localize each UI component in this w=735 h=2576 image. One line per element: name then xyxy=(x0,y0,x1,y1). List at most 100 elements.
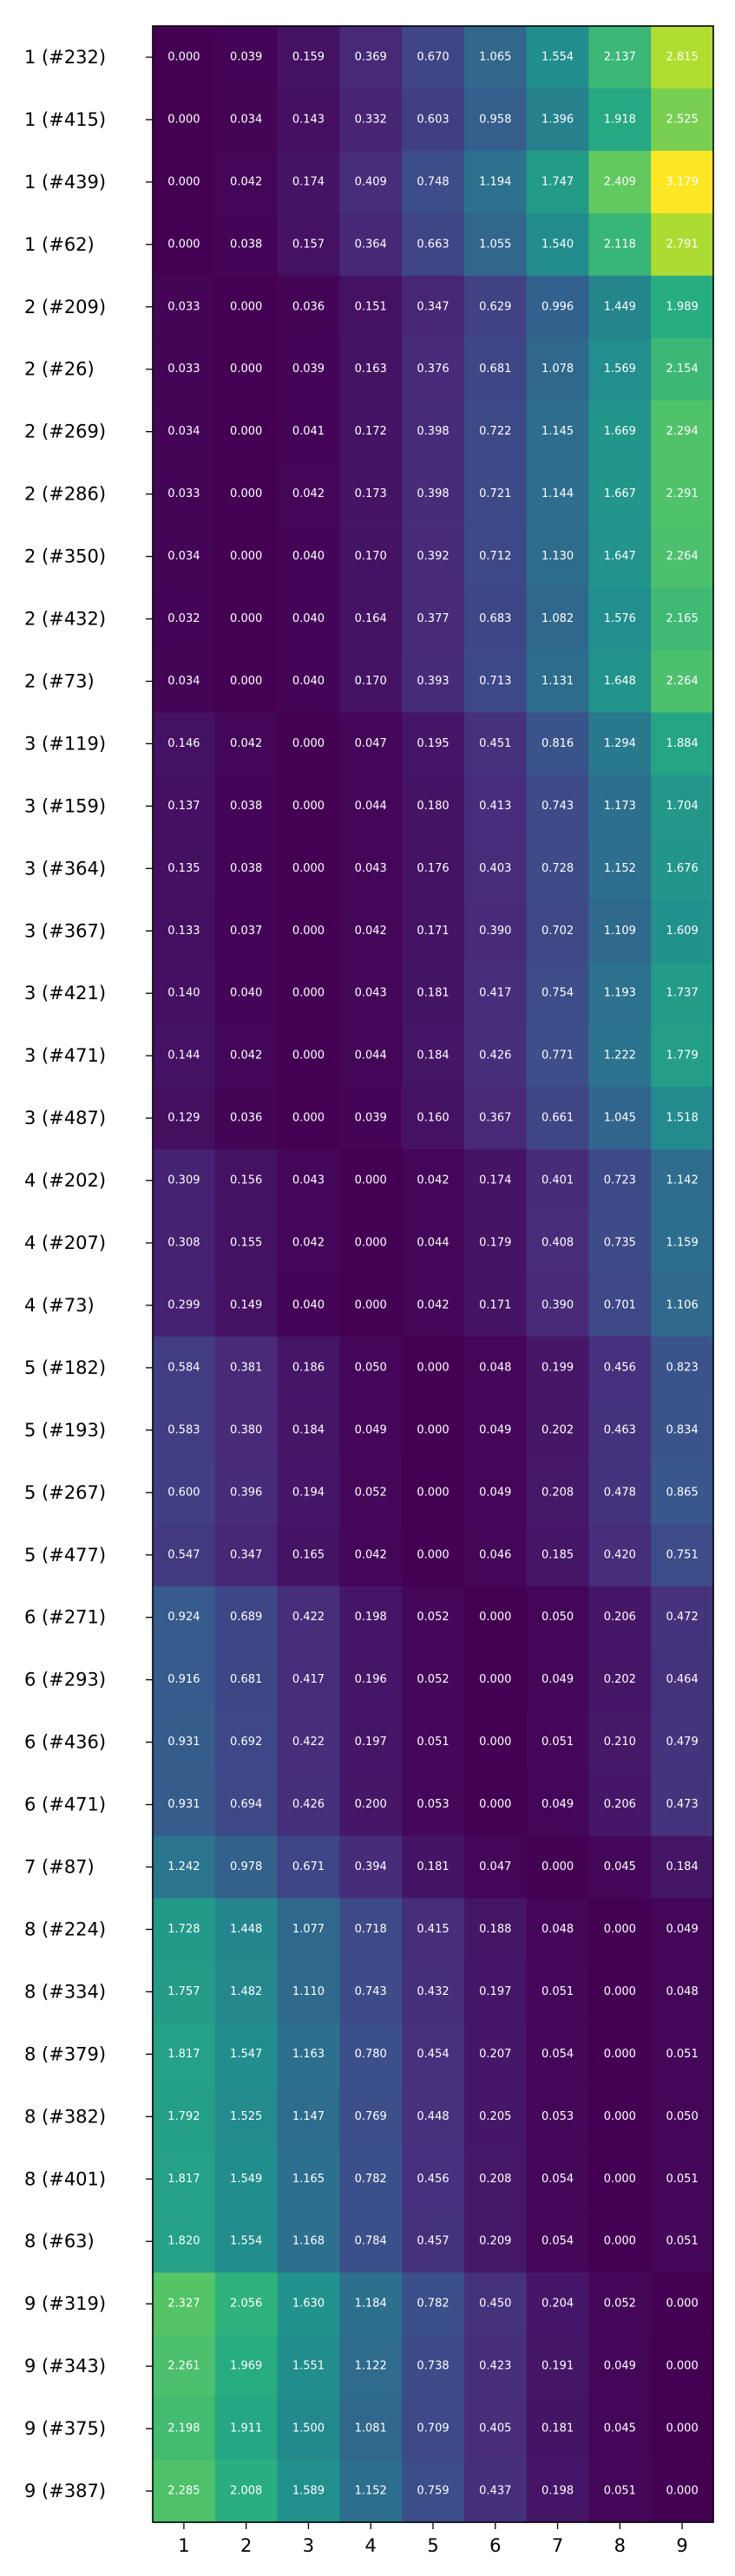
heatmap-cell xyxy=(277,400,340,464)
heatmap-cell xyxy=(588,899,652,963)
cell-value-label: 0.409 xyxy=(355,175,387,188)
cell-value-label: 0.180 xyxy=(417,800,449,813)
heatmap-cell xyxy=(277,1835,340,1899)
y-tick-label: 4 (#202) xyxy=(24,1170,106,1191)
cell-value-label: 0.184 xyxy=(292,1423,325,1436)
heatmap-cell xyxy=(339,1523,403,1587)
cell-value-label: 0.865 xyxy=(666,1486,699,1499)
heatmap-cell xyxy=(463,88,528,152)
heatmap-cell xyxy=(526,899,590,963)
heatmap-cell xyxy=(339,712,403,775)
cell-value-label: 0.195 xyxy=(417,737,449,750)
cell-value-label: 0.046 xyxy=(479,1548,511,1561)
y-tick-label: 1 (#415) xyxy=(24,109,106,130)
cell-value-label: 0.422 xyxy=(292,1611,325,1624)
cell-value-label: 1.817 xyxy=(167,2173,200,2186)
cell-value-label: 0.000 xyxy=(292,862,325,875)
heatmap-cell xyxy=(402,712,465,775)
heatmap-cell xyxy=(153,962,216,1025)
cell-value-label: 0.171 xyxy=(417,925,449,938)
cell-value-label: 0.000 xyxy=(230,550,262,563)
heatmap-cell xyxy=(339,1461,403,1525)
cell-value-label: 0.051 xyxy=(666,2235,699,2248)
cell-value-label: 0.738 xyxy=(417,2360,449,2373)
cell-value-label: 0.174 xyxy=(292,175,325,188)
cell-value-label: 0.053 xyxy=(541,2110,574,2123)
heatmap-cell xyxy=(402,1087,465,1150)
cell-value-label: 1.820 xyxy=(167,2235,200,2248)
cell-value-label: 2.118 xyxy=(604,238,636,251)
y-tick-label: 2 (#269) xyxy=(24,422,106,442)
heatmap-cell xyxy=(153,2335,216,2398)
heatmap-cell xyxy=(651,1024,714,1088)
heatmap-cell xyxy=(153,1087,216,1150)
heatmap-cell xyxy=(463,1898,528,1962)
x-tick-label: 4 xyxy=(365,2535,377,2556)
heatmap-cell xyxy=(214,400,279,464)
cell-value-label: 0.174 xyxy=(479,1174,511,1187)
cell-value-label: 0.048 xyxy=(541,1923,574,1936)
cell-value-label: 0.034 xyxy=(167,425,200,438)
cell-value-label: 1.547 xyxy=(230,2048,262,2061)
heatmap-cell xyxy=(463,275,528,339)
cell-value-label: 0.456 xyxy=(417,2173,449,2186)
heatmap-cell xyxy=(339,775,403,838)
heatmap-cell xyxy=(463,1336,528,1400)
cell-value-label: 0.045 xyxy=(604,2422,636,2435)
y-tick-label: 8 (#379) xyxy=(24,2043,106,2064)
heatmap-cell xyxy=(277,650,340,714)
heatmap-cell xyxy=(651,2023,714,2086)
cell-value-label: 2.137 xyxy=(604,50,636,63)
cell-value-label: 0.681 xyxy=(230,1673,262,1686)
cell-value-label: 1.549 xyxy=(230,2173,262,2186)
heatmap-cell xyxy=(588,1648,652,1712)
cell-value-label: 0.170 xyxy=(355,675,387,688)
heatmap-cell xyxy=(588,962,652,1025)
cell-value-label: 2.791 xyxy=(666,238,699,251)
cell-value-label: 1.609 xyxy=(666,925,699,938)
heatmap-cell xyxy=(463,587,528,651)
heatmap-cell xyxy=(339,1149,403,1213)
cell-value-label: 0.422 xyxy=(292,1736,325,1749)
cell-value-label: 0.051 xyxy=(666,2173,699,2186)
cell-value-label: 0.206 xyxy=(604,1798,636,1811)
heatmap-cell xyxy=(339,587,403,651)
cell-value-label: 0.048 xyxy=(666,1985,699,1998)
heatmap-cell xyxy=(651,1585,714,1650)
cell-value-label: 1.551 xyxy=(292,2360,325,2373)
cell-value-label: 1.077 xyxy=(292,1923,325,1936)
cell-value-label: 0.204 xyxy=(541,2298,574,2311)
cell-value-label: 0.000 xyxy=(417,1423,449,1436)
cell-value-label: 0.583 xyxy=(167,1423,200,1436)
cell-value-label: 1.518 xyxy=(666,1112,699,1125)
cell-value-label: 0.924 xyxy=(167,1611,200,1624)
cell-value-label: 0.417 xyxy=(479,987,511,1000)
cell-value-label: 0.394 xyxy=(355,1860,387,1873)
cell-value-label: 1.525 xyxy=(230,2110,262,2123)
cell-value-label: 0.754 xyxy=(541,987,574,1000)
heatmap-cell xyxy=(463,2085,528,2148)
heatmap-cell xyxy=(277,26,340,89)
cell-value-label: 1.817 xyxy=(167,2048,200,2061)
heatmap-cell xyxy=(402,88,465,152)
heatmap-cell xyxy=(463,1212,528,1275)
cell-value-label: 1.500 xyxy=(292,2422,325,2435)
y-tick-label: 8 (#382) xyxy=(24,2106,106,2127)
heatmap-cell xyxy=(153,2210,216,2273)
cell-value-label: 0.463 xyxy=(604,1423,636,1436)
heatmap-cell xyxy=(526,1648,590,1712)
cell-value-label: 0.931 xyxy=(167,1798,200,1811)
cell-value-label: 2.294 xyxy=(666,425,699,438)
cell-value-label: 0.036 xyxy=(292,300,325,313)
heatmap-cell xyxy=(153,1149,216,1213)
x-tick-label: 6 xyxy=(489,2535,501,2556)
cell-value-label: 0.958 xyxy=(479,113,511,126)
heatmap-cell xyxy=(588,1773,652,1837)
cell-value-label: 0.000 xyxy=(479,1736,511,1749)
cell-value-label: 0.198 xyxy=(541,2485,574,2498)
heatmap-cell xyxy=(463,26,528,89)
cell-value-label: 0.299 xyxy=(167,1298,200,1311)
heatmap-cell xyxy=(402,1710,465,1775)
heatmap-cell xyxy=(277,1024,340,1088)
cell-value-label: 1.152 xyxy=(355,2485,387,2498)
